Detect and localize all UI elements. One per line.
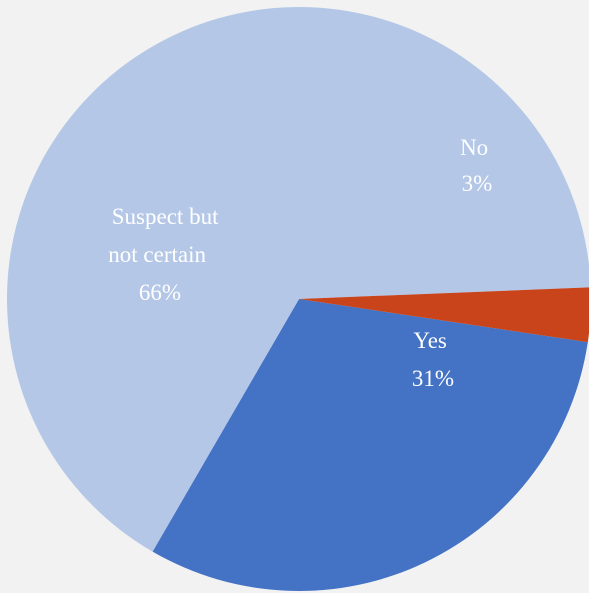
pie-slice-yes (152, 299, 588, 591)
slice-label-suspect-line2: not certain (108, 242, 206, 267)
slice-label-no-name: No (460, 135, 488, 160)
slice-label-suspect: Suspect but not certain 66% (108, 204, 224, 305)
pie-slice-no (299, 287, 589, 343)
slice-label-suspect-pct: 66% (139, 280, 181, 305)
slice-label-no-pct: 3% (462, 171, 493, 196)
slice-label-yes-name: Yes (413, 328, 447, 353)
slice-label-suspect-line1: Suspect but (112, 204, 219, 229)
pie-slice-suspect-but-not-certain (7, 7, 589, 552)
slice-label-yes: Yes 31% (412, 328, 454, 391)
pie-slices (7, 7, 589, 591)
slice-label-no: No 3% (460, 135, 494, 196)
slice-label-yes-pct: 31% (412, 366, 454, 391)
